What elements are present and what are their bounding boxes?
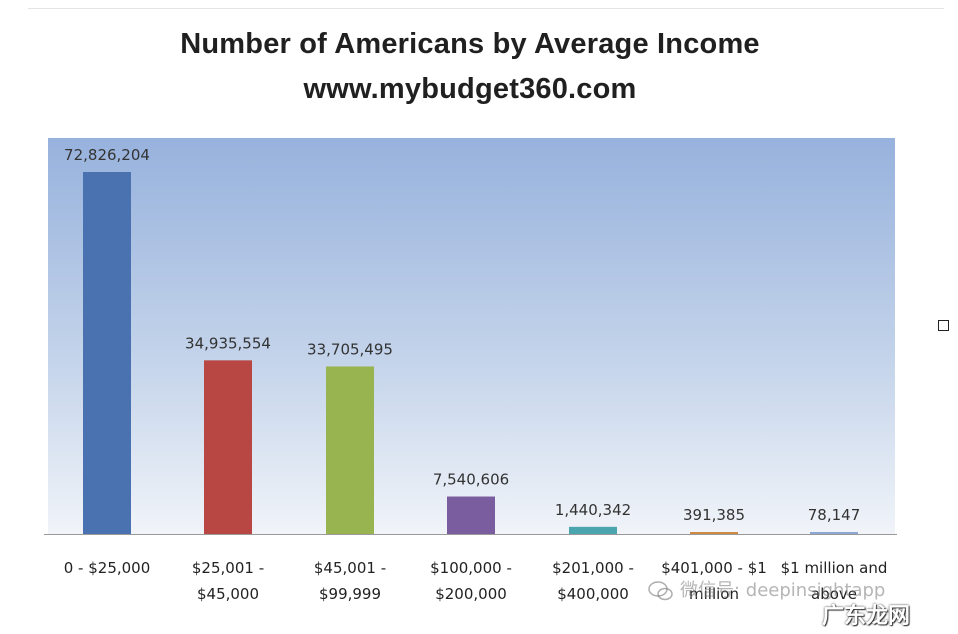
bar [569,526,617,534]
category-label: $1 million and [781,559,888,577]
category-label: $45,000 [197,585,259,603]
category-label: million [689,585,739,603]
bar-value-label: 33,705,495 [307,340,393,358]
category-label: $99,999 [319,585,381,603]
wechat-icon [648,581,673,601]
bar-value-label: 34,935,554 [185,334,271,352]
bar-value-label: 72,826,204 [64,146,150,164]
bar-value-label: 7,540,606 [433,471,509,489]
bar [326,366,374,534]
category-label: $200,000 [435,585,507,603]
bar [83,172,131,534]
bar [690,532,738,534]
watermark-logo-text: 广东龙网 [822,604,911,629]
watermark-text: 微信号: deepinsightapp [680,580,886,601]
category-label: $45,001 - [314,559,386,577]
bar [810,532,858,534]
category-label: $400,000 [557,585,629,603]
bar-value-label: 391,385 [683,506,745,524]
category-label: $201,000 - [552,559,634,577]
category-label: $25,001 - [192,559,264,577]
bar [204,360,252,534]
bar [447,496,495,534]
chart-subtitle: www.mybudget360.com [303,73,637,105]
category-label: above [811,585,857,603]
bar-value-label: 78,147 [808,506,861,524]
category-label: 0 - $25,000 [64,559,151,577]
top-divider [28,8,944,9]
category-label: $401,000 - $1 [661,559,767,577]
chart-title: Number of Americans by Average Income [180,28,760,60]
category-label: $100,000 - [430,559,512,577]
bar-value-label: 1,440,342 [555,501,631,519]
side-checkbox-marker [938,320,949,331]
plot-area [48,138,895,535]
